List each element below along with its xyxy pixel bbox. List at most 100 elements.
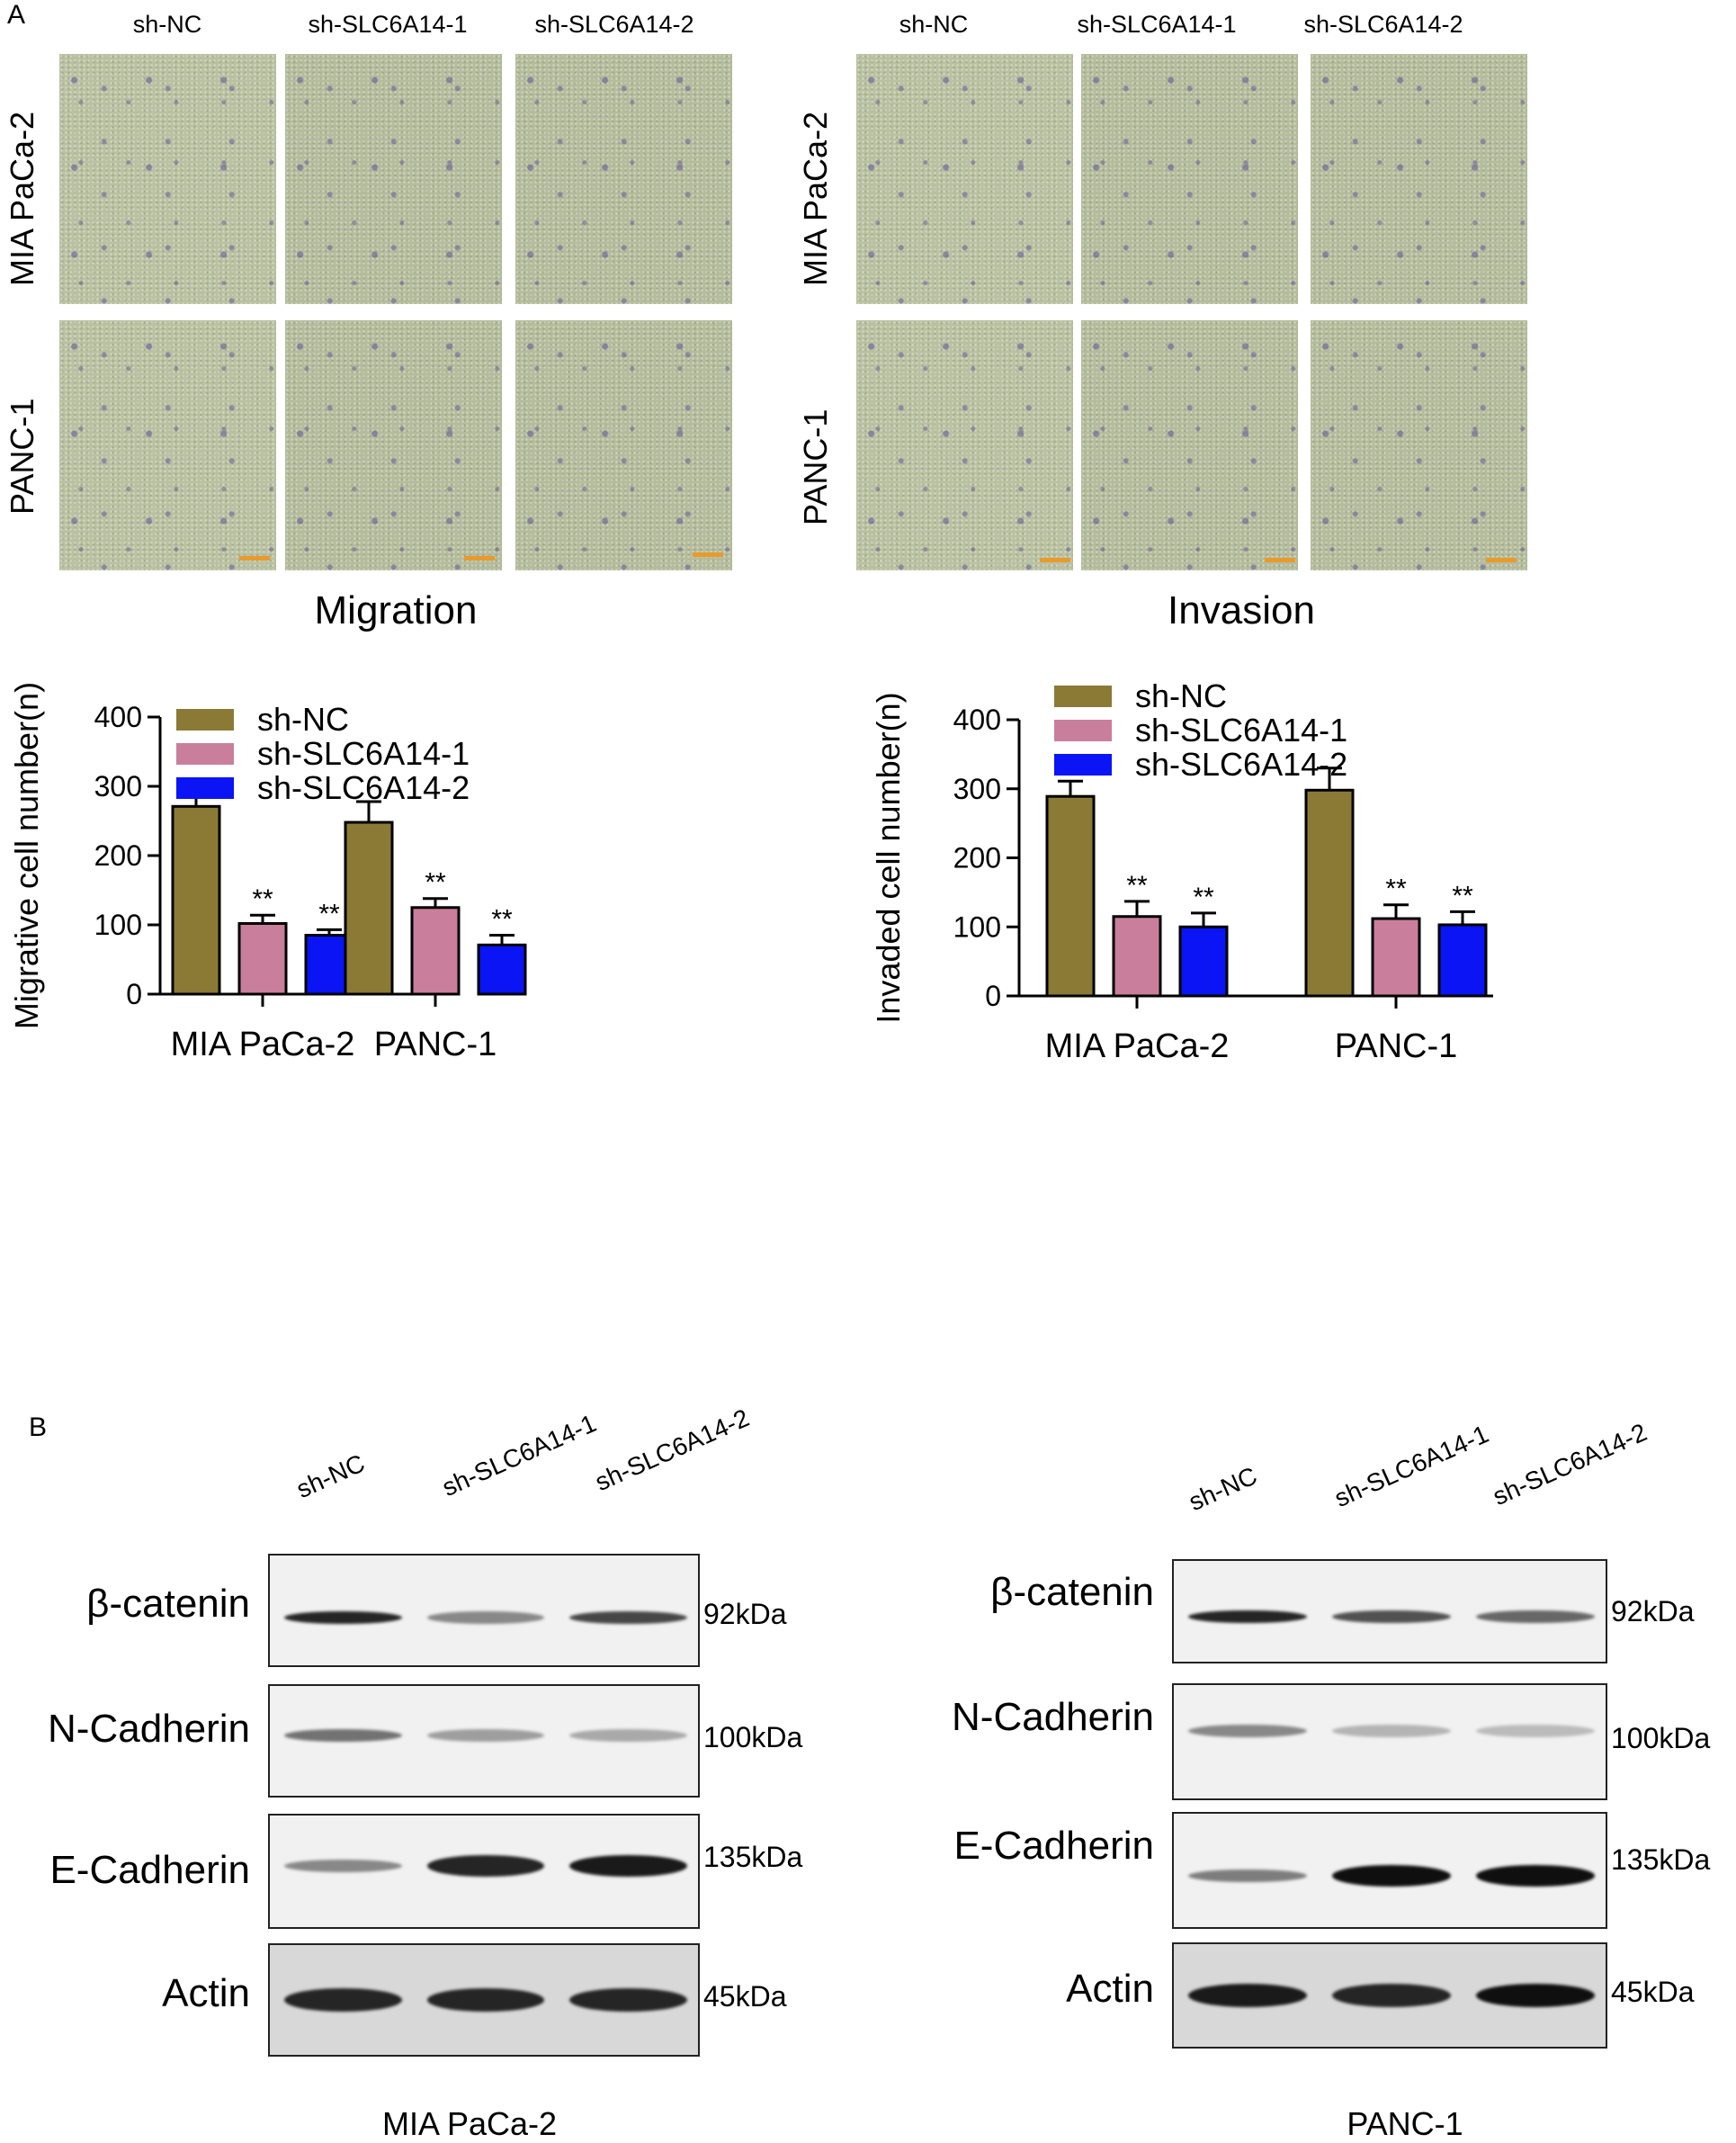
legend-label: sh-NC — [1135, 677, 1227, 714]
blot-image — [1172, 1559, 1607, 1663]
column-label: sh-NC — [899, 11, 969, 38]
bar — [1178, 925, 1229, 998]
y-tick-label: 300 — [94, 770, 142, 803]
cell-line-label: PANC-1 — [1347, 2105, 1463, 2142]
protein-band — [284, 1860, 402, 1872]
blot-image — [268, 1684, 700, 1798]
blot-image — [1172, 1683, 1607, 1800]
legend-swatch — [1054, 754, 1112, 776]
molecular-weight-label: 100kDa — [1611, 1722, 1711, 1754]
micrograph-migration-panc-sh1 — [285, 320, 502, 570]
protein-label: N-Cadherin — [48, 1707, 250, 1751]
protein-band — [1188, 1725, 1307, 1737]
protein-label: E-Cadherin — [49, 1848, 250, 1892]
protein-band — [1332, 1984, 1451, 2007]
blot-image — [268, 1814, 700, 1929]
blot-image — [268, 1943, 700, 2057]
bar — [1304, 788, 1355, 998]
protein-band — [426, 1988, 545, 2012]
molecular-weight-label: 100kDa — [703, 1721, 803, 1753]
protein-band — [569, 1855, 687, 1877]
micrograph-migration-panc-sh2 — [515, 320, 732, 570]
protein-label: β-catenin — [86, 1582, 250, 1626]
protein-label: E-Cadherin — [953, 1824, 1154, 1868]
y-tick-label: 300 — [953, 773, 1001, 805]
protein-band — [1332, 1725, 1451, 1737]
lane-label: sh-SLC6A14-1 — [437, 1409, 601, 1502]
significance-label: ** — [425, 868, 446, 898]
bar — [1371, 917, 1421, 998]
protein-band — [284, 1988, 402, 2012]
significance-label: ** — [252, 884, 273, 914]
bar — [171, 804, 221, 996]
molecular-weight-label: 135kDa — [703, 1841, 803, 1873]
protein-label: Actin — [1066, 1967, 1154, 2011]
cell-line-label: MIA PaCa-2 — [381, 2105, 558, 2142]
scale-bar — [1265, 558, 1295, 562]
significance-label: ** — [1126, 871, 1148, 901]
lane-label: sh-SLC6A14-1 — [1329, 1420, 1493, 1513]
micrograph-migration-mia-shnc — [59, 54, 276, 304]
row-label: MIA PaCa-2 — [4, 111, 40, 286]
scale-bar — [1486, 558, 1517, 562]
bar — [1437, 923, 1488, 998]
protein-band — [1476, 1865, 1595, 1887]
y-tick-label: 200 — [953, 842, 1001, 874]
lane-label: sh-NC — [291, 1448, 370, 1504]
section-title-invasion: Invasion — [1168, 588, 1315, 632]
scale-bar — [1040, 558, 1070, 562]
micrograph-invasion-mia-sh1 — [1081, 54, 1298, 304]
legend-label: sh-SLC6A14-2 — [1135, 746, 1347, 783]
invasion-bar-chart: 0 100 200 300 400 Invaded cell number(n) ** ** M… — [870, 677, 1493, 1065]
protein-band — [426, 1855, 545, 1877]
protein-band — [426, 1729, 545, 1742]
column-label: sh-SLC6A14-2 — [1303, 11, 1463, 38]
column-label: sh-NC — [132, 11, 202, 38]
row-label: PANC-1 — [797, 408, 834, 525]
panel-label-b: B — [29, 1412, 48, 1442]
bar — [1045, 794, 1096, 998]
significance-label: ** — [1452, 881, 1473, 910]
micrograph-invasion-panc-sh2 — [1311, 320, 1527, 570]
micrograph-invasion-mia-sh2 — [1311, 54, 1527, 304]
micrograph-migration-mia-sh1 — [285, 54, 502, 304]
column-label: sh-SLC6A14-1 — [308, 11, 468, 38]
row-label: MIA PaCa-2 — [797, 111, 834, 286]
legend-swatch — [176, 743, 234, 765]
legend-label: sh-NC — [257, 701, 349, 738]
protein-band — [284, 1611, 402, 1624]
significance-label: ** — [318, 899, 340, 928]
legend-label: sh-SLC6A14-1 — [257, 735, 470, 772]
y-tick-label: 400 — [953, 704, 1001, 736]
x-tick-label: MIA PaCa-2 — [171, 1026, 355, 1063]
protein-label: β-catenin — [990, 1570, 1154, 1614]
micrograph-invasion-panc-shnc — [856, 320, 1073, 570]
protein-band — [569, 1988, 687, 2012]
molecular-weight-label: 135kDa — [1611, 1843, 1711, 1876]
protein-band — [1188, 1870, 1307, 1882]
micrograph-invasion-panc-sh1 — [1081, 320, 1298, 570]
y-axis-label: Migrative cell number(n) — [8, 682, 45, 1029]
scale-bar — [239, 556, 270, 560]
protein-band — [1476, 1610, 1595, 1623]
protein-band — [569, 1729, 687, 1742]
protein-label: Actin — [162, 1971, 250, 2015]
y-tick-label: 100 — [953, 910, 1001, 943]
significance-label: ** — [1385, 874, 1407, 904]
molecular-weight-label: 45kDa — [1611, 1976, 1695, 2008]
y-tick-label: 400 — [94, 701, 142, 733]
blot-image — [1172, 1942, 1607, 2049]
bar — [477, 943, 527, 996]
protein-label: N-Cadherin — [952, 1695, 1154, 1739]
protein-band — [1332, 1610, 1451, 1623]
significance-label: ** — [491, 905, 513, 935]
legend-swatch — [176, 709, 234, 731]
legend-swatch — [1054, 686, 1112, 707]
blot-image — [268, 1554, 700, 1667]
y-axis-label: Invaded cell number(n) — [870, 692, 907, 1023]
significance-label: ** — [1193, 883, 1214, 912]
y-tick-label: 0 — [126, 978, 142, 1010]
protein-band — [1332, 1865, 1451, 1887]
molecular-weight-label: 92kDa — [1611, 1595, 1695, 1627]
column-label: sh-SLC6A14-2 — [534, 11, 694, 38]
